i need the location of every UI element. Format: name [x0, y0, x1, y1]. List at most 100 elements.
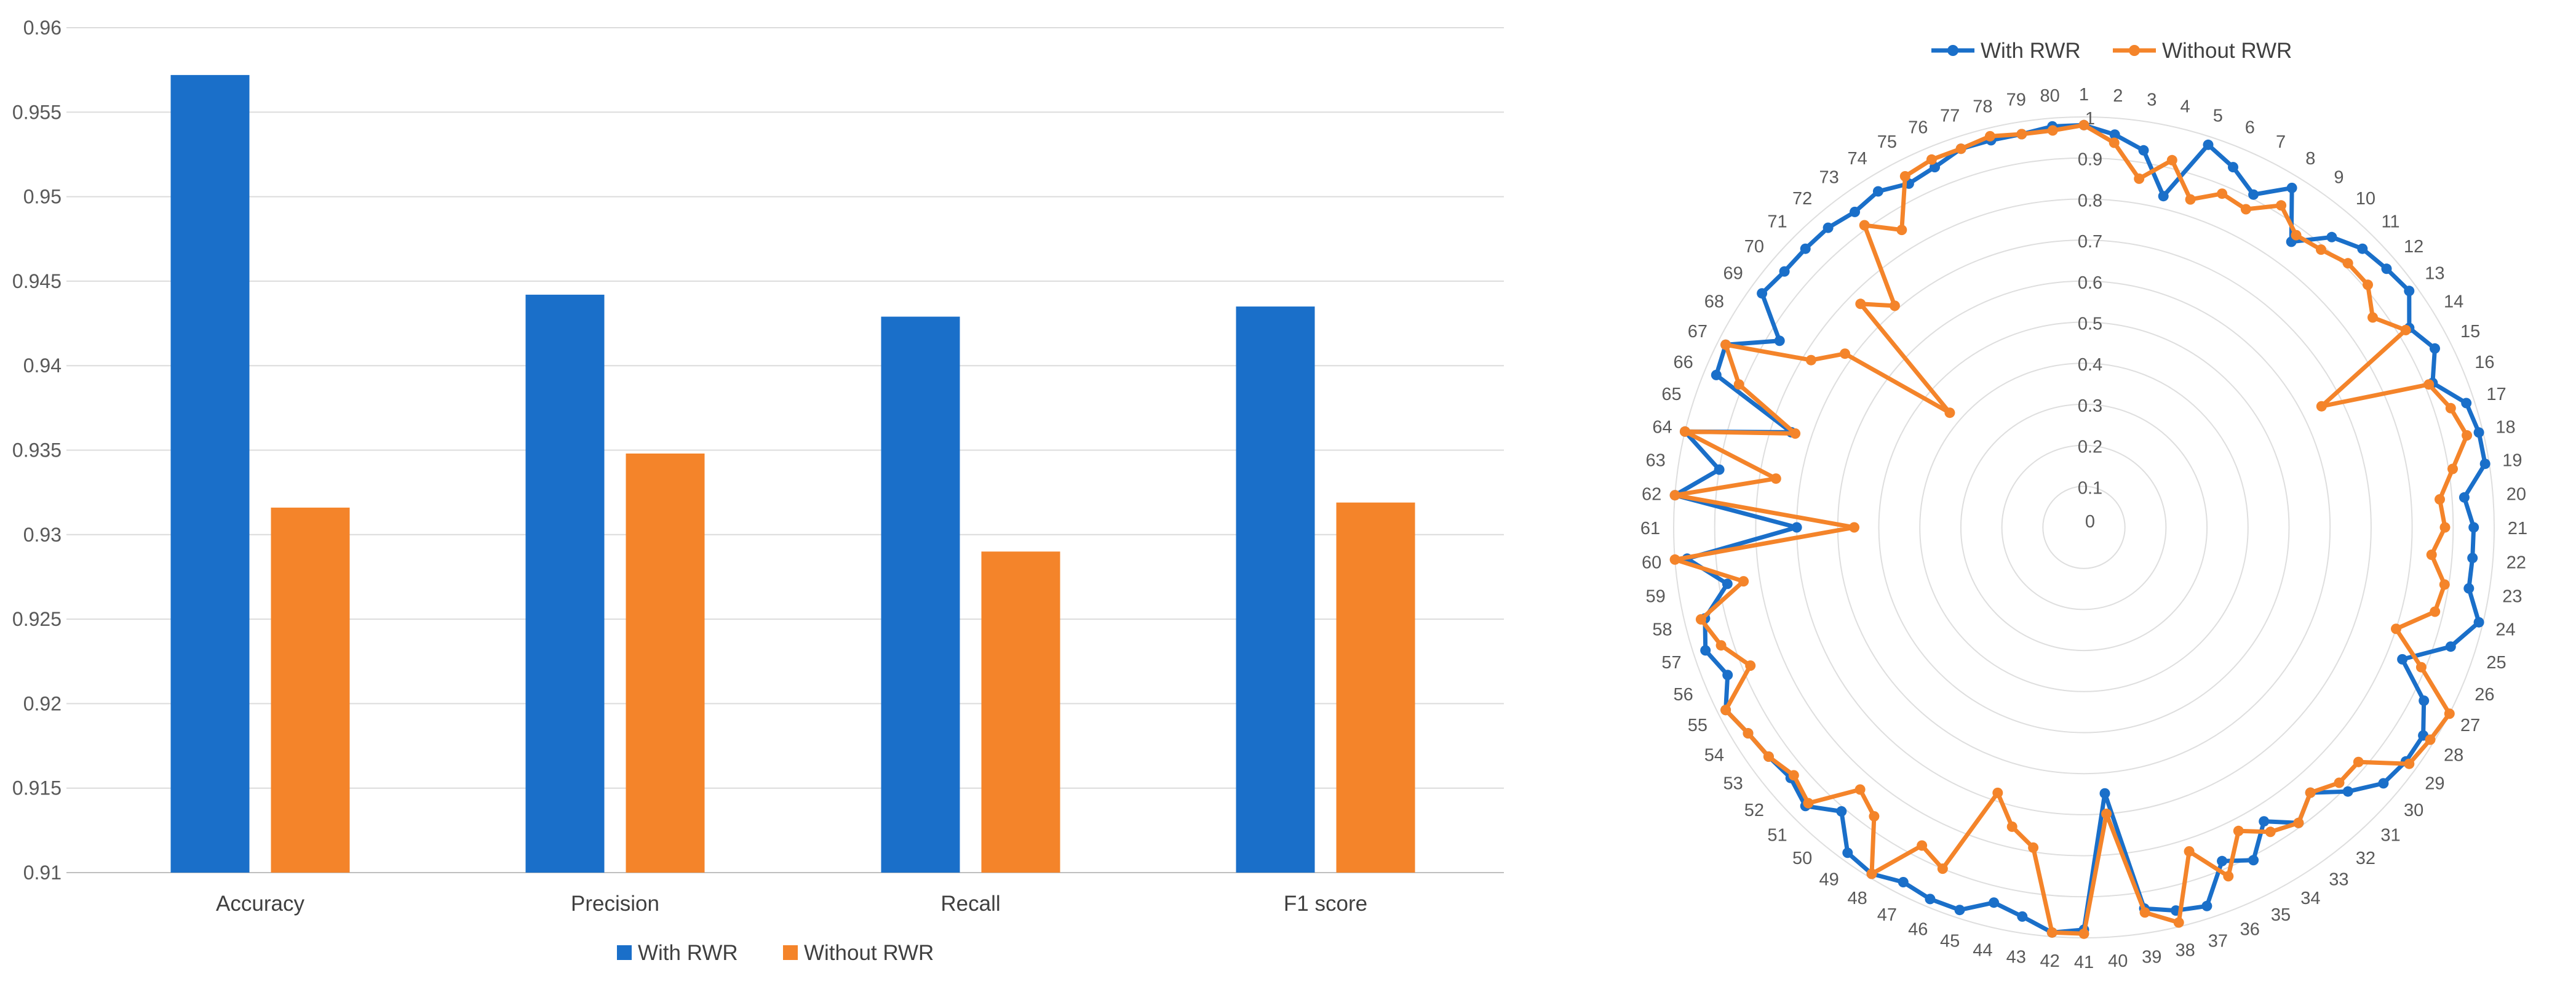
axis-label: 31	[2380, 826, 2400, 846]
radar-point	[2184, 846, 2195, 857]
axis-label: 75	[1877, 132, 1897, 152]
legend-label-with-rwr: With RWR	[638, 941, 738, 965]
axis-label: 53	[1723, 774, 1743, 793]
radar-point	[1854, 784, 1866, 795]
radar-point	[1954, 905, 1965, 916]
radar-point	[2047, 125, 2058, 136]
axis-label: 19	[2502, 451, 2522, 471]
radar-point	[2462, 430, 2473, 441]
radar-point	[2046, 927, 2057, 938]
radar-point	[1757, 288, 1768, 299]
axis-label: 7	[2276, 132, 2286, 152]
radar-point	[2468, 522, 2479, 533]
radar-point	[2248, 189, 2259, 200]
y-tick-label: 0.925	[12, 608, 62, 630]
radar-point	[2259, 816, 2270, 827]
radar-point	[2461, 398, 2472, 409]
axis-label: 3	[2147, 90, 2157, 110]
bar-legend: With RWR Without RWR	[617, 941, 934, 965]
axis-label: 25	[2486, 653, 2506, 673]
y-tick-label: 0.93	[23, 524, 62, 546]
radar-point	[2430, 343, 2440, 354]
axis-label: 47	[1877, 905, 1897, 925]
radar-point	[1700, 645, 1711, 656]
bar-without-rwr-recall	[981, 551, 1060, 873]
radar-grid-ring	[1919, 362, 2249, 692]
radar-point	[1855, 298, 1866, 310]
r-tick-label: 0.1	[2078, 478, 2102, 498]
radar-point	[2138, 145, 2149, 156]
radar-point	[1859, 220, 1870, 231]
radar-point	[1944, 407, 1955, 418]
radar-grid-ring	[2042, 486, 2126, 569]
axis-label: 64	[1652, 417, 1672, 437]
radar-point	[1803, 798, 1814, 809]
axis-label: 12	[2404, 237, 2423, 257]
axis-label: 41	[2074, 953, 2094, 972]
radar-point	[2248, 855, 2259, 866]
axis-label: 20	[2506, 485, 2526, 505]
bar-with-rwr-f1-score	[1236, 306, 1315, 873]
bar-category-labels: Accuracy Precision Recall F1 score	[216, 892, 1367, 916]
legend-marker-with-rwr	[1947, 45, 1958, 56]
radar-point	[1779, 266, 1790, 277]
category-label-accuracy: Accuracy	[216, 892, 304, 916]
axis-label: 80	[2040, 86, 2060, 106]
legend-swatch-without-rwr	[783, 945, 798, 960]
radar-point	[2397, 654, 2408, 665]
r-tick-label: 0.6	[2078, 273, 2102, 293]
y-tick-label: 0.935	[12, 439, 62, 462]
axis-label: 27	[2460, 716, 2480, 735]
axis-label: 77	[1940, 106, 1960, 126]
radar-point	[2316, 401, 2327, 412]
axis-label: 36	[2240, 919, 2260, 939]
radar-point	[2404, 286, 2415, 297]
radar-point	[1733, 379, 1744, 390]
r-tick-label: 0.8	[2078, 191, 2102, 210]
radar-point	[1849, 522, 1859, 533]
radar-point	[2166, 154, 2177, 166]
radar-point	[2404, 758, 2415, 769]
bar-without-rwr-precision	[626, 453, 705, 873]
radar-point	[1720, 339, 1731, 350]
radar-point	[1695, 614, 1706, 625]
axis-label: 4	[2180, 97, 2190, 116]
y-tick-label: 0.915	[12, 777, 62, 799]
y-tick-label: 0.955	[12, 101, 62, 123]
radar-point	[2233, 825, 2244, 836]
axis-label: 67	[1688, 322, 1707, 342]
radar-point	[1917, 840, 1928, 851]
axis-label: 30	[2404, 801, 2423, 820]
category-label-precision: Precision	[571, 892, 659, 916]
legend-label-without-rwr: Without RWR	[804, 941, 934, 965]
bar-chart: 0.91 0.915 0.92 0.925 0.93 0.935 0.94 0.945 0.95…	[12, 17, 1504, 965]
y-tick-label: 0.95	[23, 186, 62, 208]
radar-point	[1800, 243, 1811, 254]
axis-label: 24	[2495, 620, 2515, 640]
bar-without-rwr-accuracy	[271, 507, 350, 873]
radar-point	[2363, 279, 2373, 290]
radar-point	[2334, 777, 2345, 788]
radar-point	[2006, 821, 2017, 832]
r-tick-label: 0.7	[2078, 232, 2102, 252]
radar-point	[2459, 492, 2470, 503]
r-tick-label: 0.5	[2078, 314, 2102, 334]
axis-label: 9	[2334, 168, 2343, 188]
radar-point	[2473, 427, 2484, 438]
bar-series	[170, 74, 1415, 873]
axis-label: 26	[2475, 685, 2494, 705]
radar-point	[2134, 173, 2145, 184]
axis-label: 73	[1819, 168, 1839, 188]
radar-point	[2078, 928, 2089, 939]
radar-point	[2439, 579, 2450, 590]
y-tick-label: 0.94	[23, 354, 62, 377]
radar-point	[1743, 728, 1754, 739]
radar-axis-labels: 1 2 3 4 567891011121314151617181920212223242…	[1640, 85, 2527, 972]
radar-point	[2435, 494, 2445, 505]
radar-r-tick-labels: 00.10.20.30.40.50.60.70.80.91	[2078, 109, 2102, 532]
axis-label: 57	[1661, 653, 1681, 673]
radar-point	[2400, 324, 2411, 335]
axis-label: 69	[1723, 264, 1743, 284]
radar-point	[2467, 553, 2478, 564]
